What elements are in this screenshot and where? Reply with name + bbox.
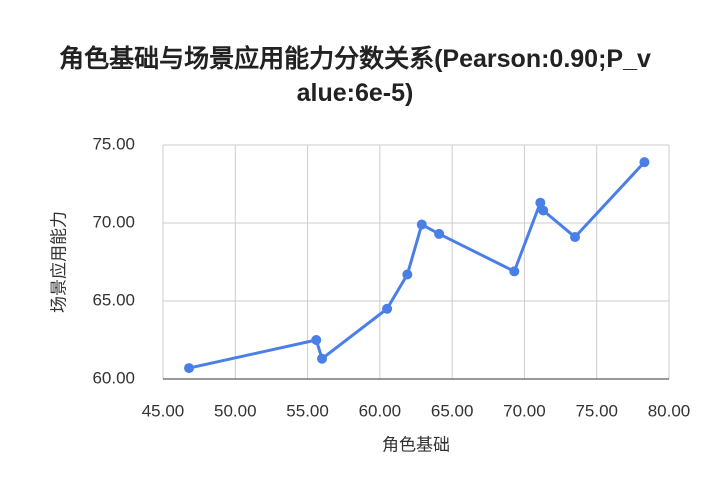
- x-tick-label: 70.00: [503, 401, 546, 420]
- data-point: [402, 269, 413, 280]
- y-axis-label: 场景应用能力: [49, 211, 68, 313]
- x-axis-label: 角色基础: [382, 435, 450, 454]
- x-tick-label: 50.00: [214, 401, 257, 420]
- x-tick-label: 80.00: [648, 401, 691, 420]
- data-point: [416, 219, 427, 230]
- data-point: [509, 266, 520, 277]
- y-tick-label: 65.00: [92, 290, 135, 309]
- x-tick-label: 45.00: [142, 401, 185, 420]
- y-tick-label: 60.00: [92, 368, 135, 387]
- data-point: [184, 363, 195, 374]
- line: [188, 161, 646, 370]
- data-point: [434, 228, 445, 239]
- y-tick-label: 75.00: [92, 134, 135, 153]
- data-point: [538, 205, 549, 216]
- x-tick-label: 75.00: [575, 401, 618, 420]
- chart-title: 角色基础与场景应用能力分数关系(Pearson:0.90;P_value:6e-…: [59, 45, 651, 107]
- data-point: [317, 353, 328, 364]
- x-tick-label: 55.00: [286, 401, 329, 420]
- x-tick-label: 65.00: [431, 401, 474, 420]
- y-tick-label: 70.00: [92, 212, 135, 231]
- data-point: [570, 232, 581, 243]
- data-point: [639, 157, 650, 168]
- x-tick-label: 60.00: [359, 401, 402, 420]
- data-point: [311, 335, 322, 345]
- data-point: [382, 303, 393, 314]
- data-point: [535, 197, 546, 208]
